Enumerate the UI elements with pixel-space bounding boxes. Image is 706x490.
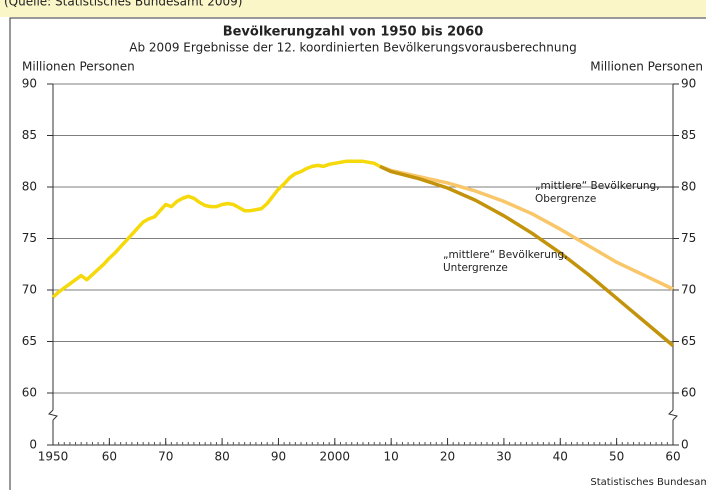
frame — [9, 17, 706, 490]
y-tick-label: 0 — [29, 438, 37, 452]
y2-tick-label: 80 — [681, 180, 696, 194]
axis-break — [668, 409, 678, 421]
y2-tick-label: 0 — [681, 438, 689, 452]
y-tick-label: 80 — [22, 180, 37, 194]
source-text: (Quelle: Statistisches Bundesamt 2009) — [4, 0, 242, 9]
axis-break — [48, 409, 58, 421]
x-tick-label: 70 — [158, 450, 173, 464]
y-tick-label: 85 — [22, 128, 37, 142]
y-tick-label: 75 — [22, 231, 37, 245]
y-axis-label: Millionen Personen — [22, 60, 135, 74]
y2-tick-label: 90 — [681, 77, 696, 91]
annotation: Obergrenze — [535, 193, 596, 205]
x-tick-label: 1950 — [38, 450, 69, 464]
x-tick-label: 60 — [665, 450, 680, 464]
y-tick-label: 65 — [22, 334, 37, 348]
annotation: Untergrenze — [443, 262, 508, 274]
x-tick-label: 40 — [553, 450, 568, 464]
footer: Statistisches Bundesamt — [590, 477, 706, 488]
x-tick-label: 80 — [214, 450, 229, 464]
y2-tick-label: 85 — [681, 128, 696, 142]
series-line — [379, 164, 675, 347]
y-tick-label: 90 — [22, 77, 37, 91]
x-tick-label: 60 — [102, 450, 117, 464]
y2-tick-label: 70 — [681, 283, 696, 297]
series-line — [379, 164, 674, 291]
chart-subtitle: Ab 2009 Ergebnisse der 12. koordinierten… — [129, 41, 576, 55]
y2-tick-label: 65 — [681, 334, 696, 348]
y2-tick-label: 75 — [681, 231, 696, 245]
annotation: „mittlere“ Bevölkerung, — [535, 180, 660, 192]
source-banner — [0, 0, 706, 17]
y2-axis-label: Millionen Personen — [590, 60, 703, 74]
x-tick-label: 20 — [440, 450, 455, 464]
x-tick-label: 10 — [384, 450, 399, 464]
x-tick-label: 90 — [271, 450, 286, 464]
x-tick-label: 2000 — [320, 450, 351, 464]
y-tick-label: 70 — [22, 283, 37, 297]
series-line — [51, 159, 381, 299]
x-tick-label: 50 — [609, 450, 624, 464]
y2-tick-label: 60 — [681, 386, 696, 400]
annotation: „mittlere“ Bevölkerung, — [443, 249, 568, 261]
y-tick-label: 60 — [22, 386, 37, 400]
chart-title: Bevölkerungzahl von 1950 bis 2060 — [223, 25, 484, 40]
x-tick-label: 30 — [496, 450, 511, 464]
